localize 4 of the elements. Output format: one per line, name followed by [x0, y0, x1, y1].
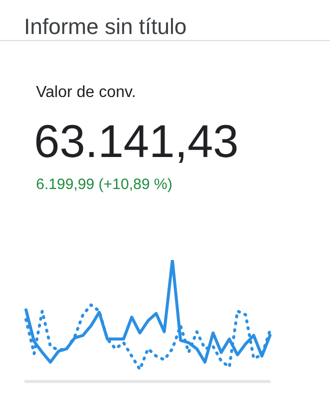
text: 6.199,99 (+10,89 %) — [36, 176, 172, 193]
text: 63.141,43 — [34, 114, 239, 168]
chart-subtitle: Valor de conv. — [36, 84, 136, 102]
chart-title: Informe sin título — [22, 14, 193, 40]
